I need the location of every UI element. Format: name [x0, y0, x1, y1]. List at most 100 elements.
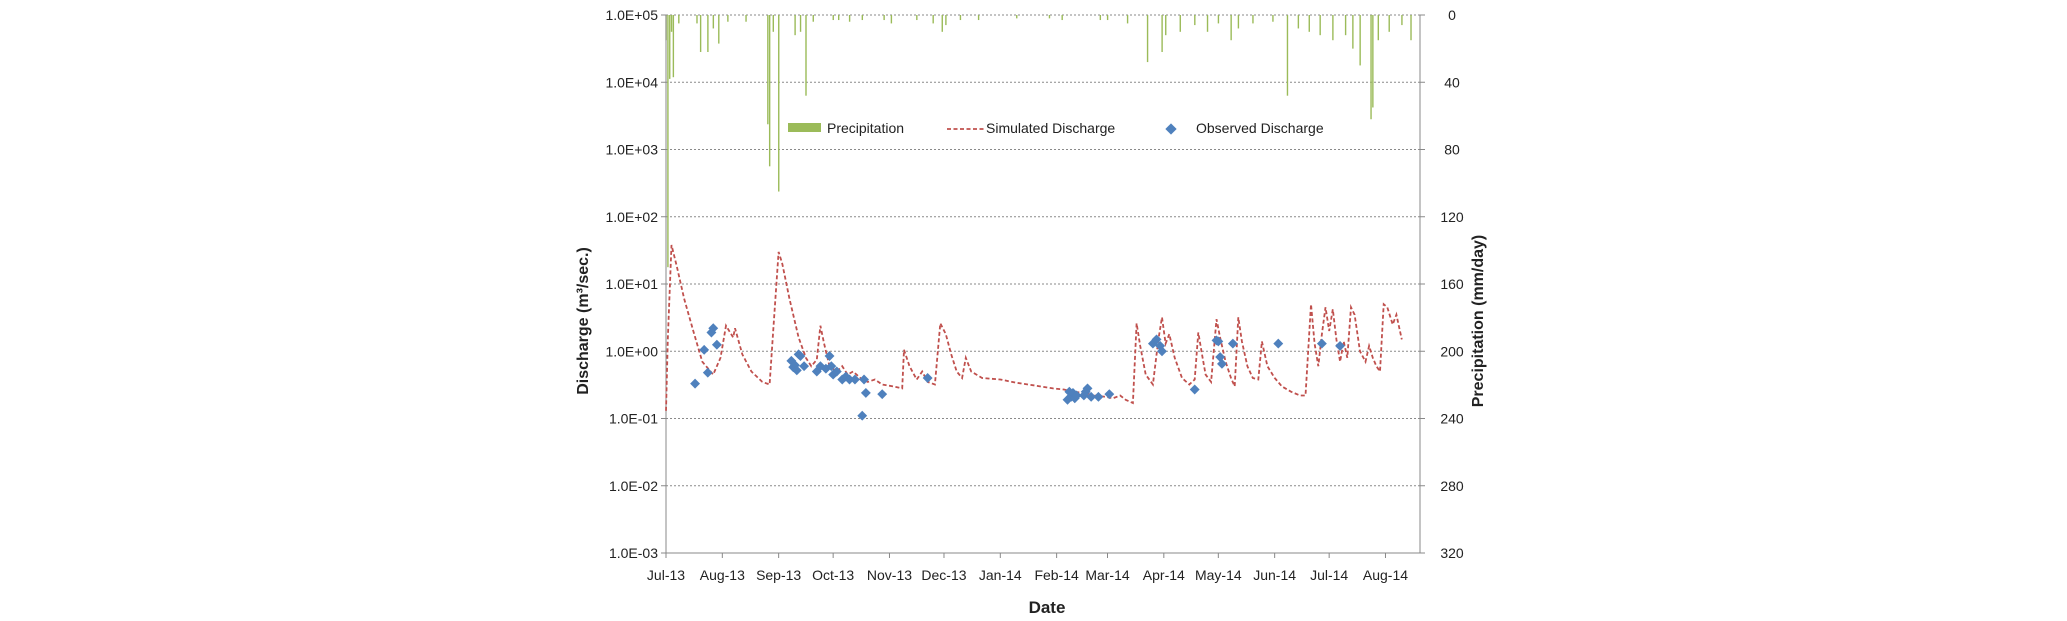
observed-point [690, 378, 701, 389]
observed-point [699, 344, 710, 355]
x-tick-label: Jun-14 [1253, 567, 1296, 583]
precipitation-bar [1410, 15, 1412, 41]
left-axis-ticks: 1.0E+05 1.0E+04 1.0E+03 1.0E+02 1.0E+01 1.0E+… [605, 7, 666, 561]
x-tick-label: Jan-14 [979, 567, 1022, 583]
precipitation-bar [1106, 15, 1109, 21]
observed-point [711, 339, 722, 350]
precipitation-bar [669, 15, 671, 79]
observed-point [1335, 340, 1346, 351]
precipitation-bar [1230, 15, 1232, 41]
precipitation-bar [977, 15, 980, 21]
legend-precipitation-swatch [788, 123, 821, 132]
x-axis-label: Date [1029, 598, 1066, 617]
observed-point [859, 374, 869, 385]
precipitation-bar [1401, 15, 1403, 26]
observed-point [795, 351, 806, 361]
precipitation-bar [890, 15, 893, 24]
observed-point [1189, 384, 1200, 395]
right-tick-label: 320 [1440, 545, 1464, 561]
observed-point [1215, 352, 1226, 362]
x-tick-label: Dec-13 [921, 567, 966, 583]
observed-point [1151, 334, 1162, 345]
observed-point [877, 389, 888, 400]
precipitation-bar [1252, 15, 1254, 24]
observed-point [1104, 389, 1115, 400]
precipitation-bar [1352, 15, 1354, 49]
precipitation-bar [768, 15, 771, 167]
observed-point [831, 366, 842, 377]
observed-discharge-points [690, 323, 1346, 421]
left-tick-label: 1.0E+05 [605, 7, 658, 23]
precipitation-bar [1286, 15, 1289, 96]
observed-point [826, 361, 837, 372]
precipitation-bar [1344, 15, 1347, 36]
observed-point [1093, 391, 1104, 402]
precipitation-bar [832, 15, 834, 21]
precipitation-bar [672, 15, 675, 78]
x-tick-label: Oct-13 [812, 567, 854, 583]
precipitation-bar [1388, 15, 1390, 32]
precipitation-bar [883, 15, 885, 21]
observed-point [922, 373, 933, 383]
precipitation-bar [1297, 15, 1300, 29]
x-tick-label: Aug-14 [1363, 567, 1408, 583]
left-tick-label: 1.0E+01 [605, 276, 658, 292]
right-tick-label: 0 [1448, 7, 1456, 23]
right-tick-label: 160 [1440, 276, 1464, 292]
observed-point [702, 367, 713, 378]
precipitation-bar [916, 15, 918, 21]
precipitation-bar [1319, 15, 1321, 36]
observed-point [844, 374, 855, 385]
precipitation-bar [1099, 15, 1102, 21]
left-tick-label: 1.0E+00 [605, 343, 658, 359]
legend-observed-label: Observed Discharge [1196, 120, 1324, 136]
precipitation-bar [1372, 15, 1374, 108]
simulated-discharge-line [665, 244, 1403, 411]
precipitation-bar [1126, 15, 1129, 24]
x-tick-label: Aug-13 [700, 567, 745, 583]
observed-point [799, 361, 810, 372]
observed-point [1273, 338, 1284, 349]
precipitation-bar [1048, 15, 1051, 19]
legend: Precipitation Simulated Discharge Observ… [788, 120, 1324, 136]
precipitation-bar [932, 15, 934, 24]
precipitation-bar [678, 15, 680, 24]
x-tick-label: Feb-14 [1034, 567, 1079, 583]
observed-point [860, 387, 871, 398]
x-tick-label: Apr-14 [1143, 567, 1185, 583]
observed-point [1157, 346, 1167, 357]
precipitation-bar [767, 15, 769, 125]
observed-point [850, 374, 860, 385]
precipitation-bar [805, 15, 807, 96]
legend-simulated-label: Simulated Discharge [986, 120, 1115, 136]
right-tick-label: 40 [1444, 74, 1460, 90]
right-tick-label: 200 [1440, 343, 1464, 359]
precipitation-bar [1370, 15, 1372, 120]
grid-lines [666, 14, 1420, 487]
precipitation-bar [1332, 15, 1334, 41]
observed-point [1082, 383, 1093, 394]
x-axis-ticks: Jul-13 Aug-13 Sep-13 Oct-13 Nov-13 Dec-13 Jan-… [647, 553, 1408, 583]
precipitation-bar [745, 15, 747, 22]
precipitation-bar [727, 15, 729, 22]
precipitation-bar [707, 15, 709, 52]
x-tick-label: Sep-13 [756, 567, 801, 583]
right-tick-label: 80 [1444, 142, 1460, 158]
precipitation-bar [712, 15, 715, 29]
observed-point [857, 410, 868, 421]
left-tick-label: 1.0E+03 [605, 142, 658, 158]
precipitation-bars [665, 15, 1412, 268]
x-tick-label: Mar-14 [1085, 567, 1130, 583]
precipitation-bar [799, 15, 802, 32]
observed-point [1213, 336, 1224, 347]
precipitation-bar [1237, 15, 1240, 29]
precipitation-bar [1217, 15, 1220, 24]
precipitation-bar [778, 15, 780, 192]
left-tick-label: 1.0E-03 [609, 545, 658, 561]
precipitation-bar [699, 15, 702, 52]
precipitation-bar [670, 15, 673, 32]
right-axis-label: Precipitation (mm/day) [1470, 235, 1487, 407]
right-tick-label: 280 [1440, 478, 1464, 494]
precipitation-bar [861, 15, 864, 21]
